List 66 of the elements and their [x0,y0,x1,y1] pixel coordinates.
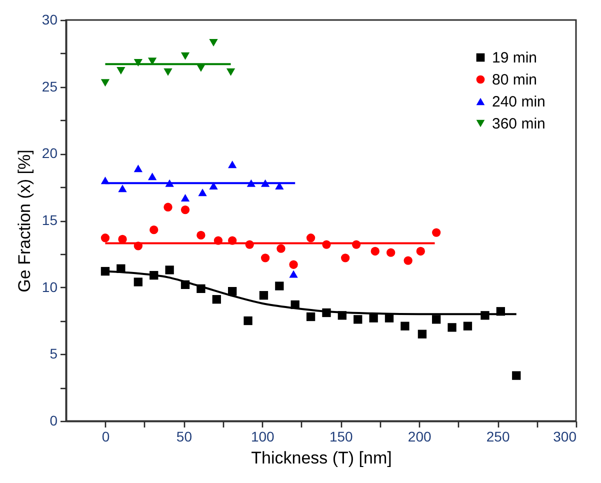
point [116,67,126,75]
point [148,172,157,180]
point [180,52,190,60]
x-tick-label: 100 [250,428,275,444]
point [150,226,158,234]
point [100,234,110,242]
y-tick-label: 5 [50,346,58,362]
point [164,68,172,76]
point [196,230,206,240]
point [289,270,298,278]
point [275,282,284,290]
y-tick-label: 10 [42,278,58,295]
point [209,182,218,190]
legend-label: 360 min [492,116,546,132]
point [369,314,378,322]
x-axis-title: Thickness (T) [nm] [251,448,392,468]
legend-label: 80 min [492,72,538,88]
point [100,79,110,87]
point [306,234,316,242]
point [228,160,237,168]
point [370,246,380,256]
point [432,228,441,237]
point [448,323,456,332]
point [209,38,218,46]
point [198,188,207,196]
point [432,315,441,324]
y-tick-label: 0 [50,412,58,428]
point [226,68,236,76]
point [134,164,143,172]
point [164,202,172,212]
point [180,194,190,202]
point [165,266,174,274]
point [134,278,143,286]
y-tick-label: 25 [42,78,58,94]
x-tick-label: 300 [553,428,577,444]
point [275,182,284,190]
y-tick-label: 20 [42,145,58,162]
point [212,295,221,304]
point [512,371,521,380]
point [289,260,298,269]
x-tick-label: 250 [486,428,510,444]
x-tick-label: 150 [329,428,354,444]
x-tick-label: 0 [102,428,110,444]
y-tick-label: 15 [42,212,58,228]
y-tick-label: 30 [42,12,58,28]
point [354,315,362,324]
x-tick-label: 200 [408,428,432,444]
legend-label: 240 min [492,94,546,110]
point [118,184,127,192]
point [244,316,252,326]
point [340,254,350,262]
point [260,254,270,262]
point [404,256,412,265]
point [306,312,316,322]
point [259,291,268,300]
x-tick-label: 50 [176,428,192,444]
point [400,322,410,330]
point [416,246,425,256]
point [148,58,157,66]
point [463,322,472,330]
legend-label: 19 min [492,50,538,66]
point [418,330,427,338]
y-axis-title: Ge Fraction (x) [%] [14,150,34,292]
point [180,205,190,214]
point [276,244,286,253]
point [386,248,396,257]
